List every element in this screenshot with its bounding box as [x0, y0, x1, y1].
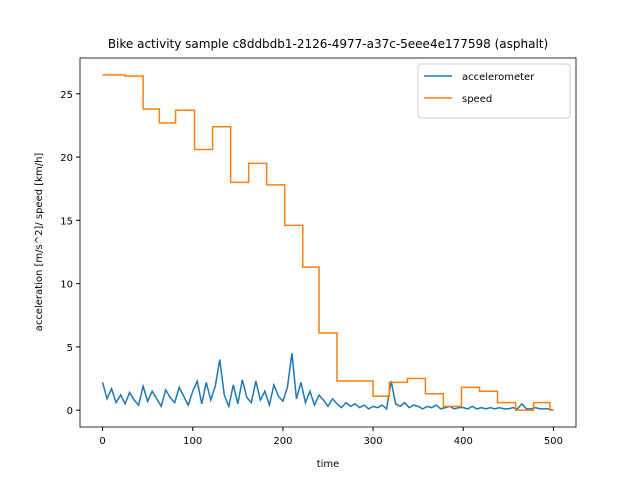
legend-label: speed — [462, 94, 492, 105]
legend-box — [417, 63, 571, 119]
line — [101, 353, 554, 411]
y-tick-label: 0 — [67, 406, 73, 417]
x-tick-label: 100 — [183, 436, 202, 447]
y-tick-label: 20 — [60, 153, 73, 164]
line — [102, 74, 554, 411]
chart-title: Bike activity sample c8ddbdb1-2126-4977-… — [108, 37, 548, 51]
x-axis-label: time — [317, 459, 340, 470]
y-tick-label: 25 — [60, 90, 73, 101]
x-tick-label: 500 — [544, 436, 563, 447]
legend-label: accelerometer — [462, 72, 535, 83]
y-axis-label: acceleration [m/s^2]/ speed [km/h] — [34, 153, 45, 332]
y-tick-label: 15 — [60, 216, 73, 227]
x-tick-label: 0 — [99, 436, 105, 447]
y-tick-label: 10 — [60, 280, 73, 291]
x-tick-label: 200 — [273, 436, 292, 447]
y-tick-label: 5 — [67, 343, 73, 354]
x-tick-label: 300 — [364, 436, 383, 447]
plot-frame — [79, 57, 577, 428]
x-tick-label: 400 — [454, 436, 473, 447]
